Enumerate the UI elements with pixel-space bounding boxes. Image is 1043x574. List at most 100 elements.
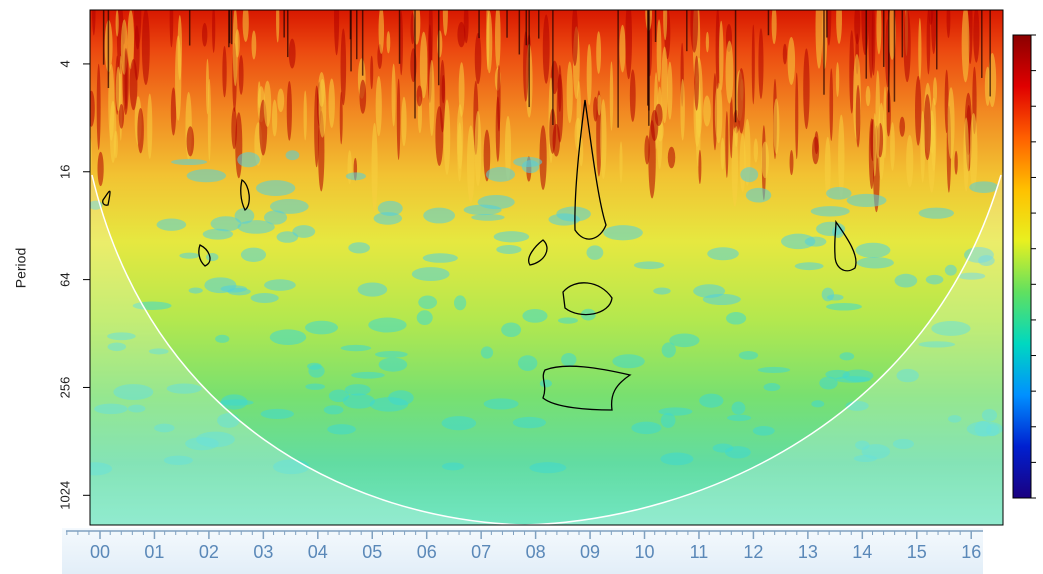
texture-streak (875, 70, 881, 159)
texture-streak (334, 10, 340, 56)
texture-streak (386, 31, 391, 54)
texture-blob (745, 187, 772, 203)
x-tick-label: 01 (144, 542, 164, 562)
texture-streak (705, 31, 709, 53)
texture-streak (251, 30, 257, 60)
texture-blob (925, 274, 944, 285)
texture-streak (782, 43, 788, 65)
texture-streak (416, 85, 423, 107)
texture-blob (205, 253, 219, 262)
texture-blob (186, 169, 227, 183)
x-tick-label: 03 (253, 542, 273, 562)
texture-streak (694, 55, 699, 111)
texture-streak (690, 10, 699, 53)
texture-blob (463, 204, 502, 216)
texture-streak (795, 72, 799, 160)
texture-streak (212, 10, 216, 53)
texture-streak (127, 10, 134, 70)
texture-blob (255, 180, 296, 197)
texture-streak (680, 78, 685, 141)
texture-streak (667, 61, 673, 120)
texture-streak (597, 94, 602, 116)
y-tick-label: 4 (57, 60, 72, 67)
texture-streak (918, 18, 922, 81)
texture-streak (90, 137, 93, 178)
texture-blob (557, 317, 578, 324)
texture-blob (660, 412, 676, 428)
texture-blob (210, 216, 242, 232)
texture-streak (629, 69, 636, 122)
texture-blob (496, 245, 522, 254)
texture-blob (485, 167, 516, 182)
texture-streak (201, 22, 208, 47)
texture-streak (96, 63, 101, 150)
texture-blob (658, 407, 693, 416)
texture-blob (269, 329, 307, 345)
texture-blob (234, 208, 255, 224)
texture-blob (188, 287, 203, 294)
colorbar-ticks (1031, 34, 1036, 499)
texture-blob (556, 206, 591, 222)
texture-blob (323, 405, 344, 415)
texture-blob (156, 218, 187, 231)
texture-streak (271, 99, 278, 137)
texture-blob (826, 187, 852, 200)
texture-streak (340, 28, 347, 106)
texture-blob (612, 354, 645, 369)
texture-streak (926, 10, 931, 75)
texture-blob (763, 383, 781, 392)
texture-blob (561, 352, 577, 367)
texture-blob (483, 398, 519, 410)
texture-blob (154, 423, 175, 433)
texture-streak (495, 96, 501, 162)
texture-streak (771, 10, 777, 45)
texture-blob (107, 342, 127, 352)
x-tick-label: 16 (961, 542, 981, 562)
texture-blob (918, 207, 955, 219)
texture-blob (707, 247, 739, 261)
texture-blob (834, 376, 871, 383)
x-tick-label: 11 (690, 542, 709, 562)
texture-streak (141, 10, 150, 86)
texture-streak (761, 141, 769, 179)
texture-blob (861, 444, 891, 460)
texture-streak (656, 19, 662, 83)
texture-streak (474, 32, 482, 85)
texture-streak (625, 10, 632, 80)
texture-blob (127, 404, 146, 413)
texture-blob (931, 321, 971, 336)
texture-streak (396, 78, 401, 160)
texture-blob (661, 342, 676, 358)
texture-streak (286, 80, 292, 141)
texture-streak (457, 21, 466, 48)
texture-streak (557, 64, 562, 113)
texture-blob (947, 415, 962, 423)
texture-streak (339, 91, 343, 145)
texture-streak (773, 98, 780, 155)
y-tick-label: 64 (57, 272, 72, 286)
x-tick-label: 06 (417, 542, 437, 562)
texture-blob (586, 245, 604, 260)
texture-streak (954, 150, 958, 175)
x-tick-label: 15 (907, 542, 927, 562)
texture-streak (463, 10, 469, 44)
texture-streak (375, 75, 382, 137)
texture-streak (596, 31, 602, 74)
texture-blob (727, 414, 752, 422)
significance-contours (102, 99, 857, 411)
texture-streak (328, 78, 335, 128)
texture-streak (474, 110, 482, 187)
texture-blob (529, 462, 567, 474)
texture-streak (903, 10, 911, 83)
texture-blob (344, 384, 371, 396)
texture-streak (923, 94, 931, 161)
texture-blob (653, 287, 671, 295)
texture-streak (428, 10, 433, 73)
texture-streak (238, 54, 244, 95)
texture-streak (906, 135, 914, 188)
texture-streak (371, 122, 378, 213)
texture-streak (961, 10, 970, 83)
texture-blob (441, 462, 465, 471)
texture-streak (523, 31, 529, 102)
texture-streak (169, 10, 174, 48)
